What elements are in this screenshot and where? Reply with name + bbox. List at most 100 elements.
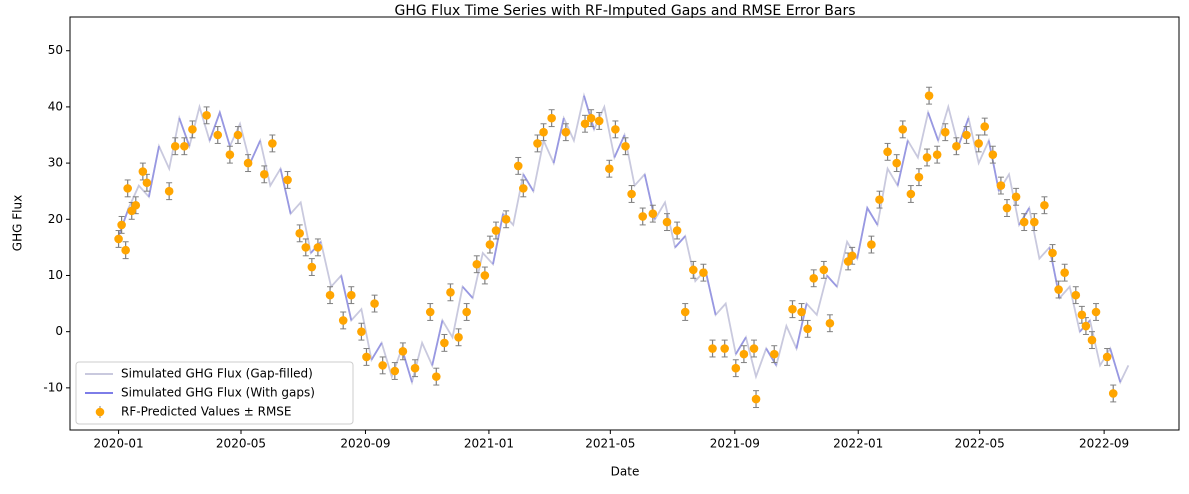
x-tick-label: 2020-05 [216,437,266,451]
x-tick-label: 2022-05 [955,437,1005,451]
point [370,299,379,308]
plot-frame [69,16,1180,431]
line-series [552,117,565,164]
point [485,240,495,249]
point [501,214,511,224]
point [202,111,211,120]
point [1054,285,1063,294]
point [121,245,130,255]
point [1040,200,1049,210]
x-tick-label: 2020-09 [340,437,390,451]
point [611,125,620,134]
line-series [279,168,292,214]
line-series [431,320,444,366]
point [519,184,528,193]
point [390,366,400,376]
point [1077,310,1087,320]
x-tick-label: 2021-01 [464,437,514,451]
point [952,141,961,151]
point [491,226,501,235]
point [180,141,189,151]
line-series [927,112,940,141]
point [233,130,243,140]
point [689,265,698,275]
point [867,240,876,249]
line-series [249,140,262,164]
legend-label: RF-Predicted Values ± RMSE [121,405,292,419]
line-series [896,140,909,186]
point [883,147,892,157]
point [440,338,449,348]
line-series [987,140,1000,192]
chart-title: GHG Flux Time Series with RF-Imputed Gap… [394,3,855,19]
point [708,344,717,353]
point [932,150,942,159]
line-series [856,205,879,259]
point [425,307,435,317]
legend-label: Simulated GHG Flux (Gap-filled) [121,367,313,381]
y-axis-label: GHG Flux [11,195,25,251]
point [940,127,950,137]
point [301,243,311,252]
point [769,349,779,359]
point [561,127,571,137]
point [731,363,741,373]
point [346,290,356,300]
point [980,122,990,131]
point [313,243,323,252]
point [378,361,387,370]
x-tick-label: 2021-05 [585,437,635,451]
point [338,316,348,325]
point [142,178,152,188]
line-series [826,274,838,288]
point [513,161,523,171]
line-series [178,117,191,147]
x-axis-label: Date [611,465,640,479]
point [1108,389,1118,398]
point [819,265,829,275]
point [307,262,317,272]
point [672,226,682,235]
point [131,200,141,210]
line-series [583,95,595,130]
point [188,125,197,134]
point [847,251,857,261]
point [114,234,123,244]
legend-box [75,361,354,425]
point [431,372,441,381]
point [1071,290,1081,300]
point [362,352,371,362]
point [259,170,269,179]
point [539,127,548,137]
line-series [148,146,160,197]
point [1019,217,1029,227]
point [1091,307,1101,317]
point [170,141,180,151]
y-tick-label: -10 [43,380,63,394]
point [1081,321,1091,331]
point [398,347,408,356]
point [621,141,630,151]
point [974,139,983,148]
line-series [1109,348,1122,383]
point [225,150,235,159]
point [1011,192,1021,202]
point [410,363,420,373]
point [462,307,471,317]
point [268,139,277,148]
x-tick-label: 2020-01 [93,437,143,451]
x-tick-label: 2022-01 [833,437,883,451]
point [533,139,542,148]
legend-label: Simulated GHG Flux (With gaps) [121,386,315,400]
point [680,307,690,317]
point [325,290,335,300]
line-series [340,275,353,321]
point [1087,335,1097,345]
line-series [674,235,686,248]
point [480,271,490,280]
x-tick-label: 2021-09 [710,437,760,451]
point [594,116,604,126]
point [996,181,1006,190]
point [914,172,924,182]
